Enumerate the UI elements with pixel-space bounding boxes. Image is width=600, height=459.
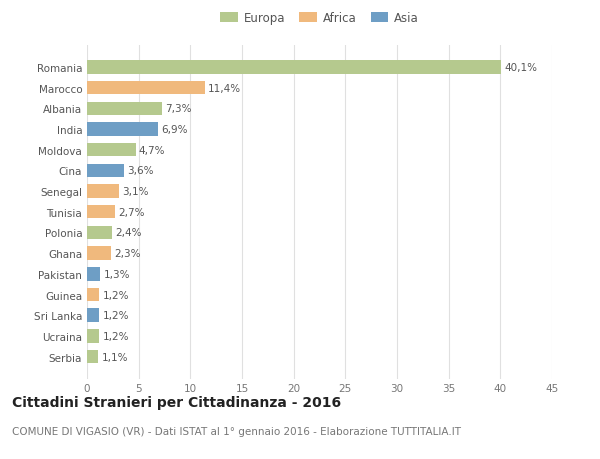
Bar [87,144,136,157]
Bar [87,185,119,198]
Text: 3,1%: 3,1% [122,187,149,196]
Text: 1,2%: 1,2% [103,311,129,320]
Legend: Europa, Africa, Asia: Europa, Africa, Asia [217,9,422,28]
Bar [87,247,111,260]
Bar [87,82,205,95]
Bar [87,102,163,116]
Text: 2,7%: 2,7% [118,207,145,217]
Text: 1,2%: 1,2% [103,290,129,300]
Bar [87,268,100,281]
Text: 2,4%: 2,4% [115,228,142,238]
Text: 3,6%: 3,6% [127,166,154,176]
Bar [87,288,100,302]
Bar [87,309,100,322]
Text: Cittadini Stranieri per Cittadinanza - 2016: Cittadini Stranieri per Cittadinanza - 2… [12,395,341,409]
Text: COMUNE DI VIGASIO (VR) - Dati ISTAT al 1° gennaio 2016 - Elaborazione TUTTITALIA: COMUNE DI VIGASIO (VR) - Dati ISTAT al 1… [12,426,461,436]
Bar [87,206,115,219]
Text: 11,4%: 11,4% [208,84,241,93]
Bar [87,226,112,240]
Text: 1,2%: 1,2% [103,331,129,341]
Text: 1,1%: 1,1% [101,352,128,362]
Text: 1,3%: 1,3% [104,269,130,279]
Text: 40,1%: 40,1% [505,63,538,73]
Bar [87,330,100,343]
Text: 6,9%: 6,9% [161,125,188,134]
Text: 7,3%: 7,3% [166,104,192,114]
Text: 2,3%: 2,3% [114,249,140,258]
Bar [87,61,502,74]
Text: 4,7%: 4,7% [139,146,165,155]
Bar [87,164,124,178]
Bar [87,123,158,136]
Bar [87,350,98,364]
